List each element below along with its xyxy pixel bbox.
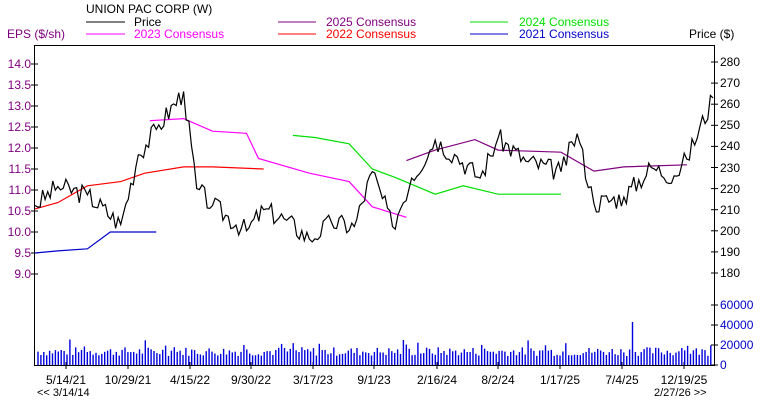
chart-title: UNION PAC CORP (W): [86, 2, 213, 16]
left-axis-label: EPS ($/sh): [7, 27, 66, 41]
x-tick-label: 7/4/25: [605, 373, 639, 387]
price-tick-label: 200: [720, 223, 741, 238]
price-tick-label: 250: [720, 118, 741, 133]
volume-tick-label: 0: [720, 358, 727, 372]
eps-tick-label: 12.0: [7, 141, 31, 155]
eps-tick-label: 9.5: [14, 246, 31, 260]
volume-tick-label: 20000: [720, 338, 754, 352]
price-tick-label: 180: [720, 266, 741, 280]
price-tick-label: 260: [720, 97, 741, 112]
eps-tick-label: 13.0: [7, 99, 31, 113]
price-tick-label: 240: [720, 139, 741, 154]
price-tick-label: 270: [720, 76, 741, 91]
legend-2022: 2022 Consensus: [326, 27, 417, 41]
eps-tick-label: 10.0: [7, 225, 31, 239]
price-tick-label: 230: [720, 160, 741, 175]
volume-bars: [37, 322, 712, 365]
price-tick-label: 210: [720, 202, 741, 217]
legend-2023: 2023 Consensus: [134, 27, 225, 41]
right-axis-label: Price ($): [689, 27, 735, 41]
series-line-price: [34, 91, 714, 243]
price-tick-label: 280: [720, 55, 741, 69]
legend-price: Price: [134, 15, 162, 29]
x-tick-label: 12/19/25: [660, 373, 708, 387]
volume-tick-label: 60000: [720, 298, 754, 312]
eps-tick-label: 11.5: [8, 162, 31, 176]
x-tick-label: 4/15/22: [169, 373, 211, 387]
price-tick-label: 220: [720, 181, 741, 196]
series-line-2024-consensus: [292, 134, 561, 195]
eps-tick-label: 13.5: [7, 78, 31, 92]
price-tick-label: 190: [720, 244, 741, 259]
x-tick-label: 1/17/25: [539, 373, 581, 387]
x-tick-label: 2/16/24: [416, 373, 458, 387]
legend-2021: 2021 Consensus: [519, 27, 610, 41]
eps-tick-label: 12.5: [7, 120, 31, 134]
legend-2024: 2024 Consensus: [519, 15, 610, 29]
x-tick-label: 9/30/22: [230, 373, 272, 387]
eps-tick-label: 9.0: [14, 267, 31, 281]
nav-start-link[interactable]: << 3/14/14: [37, 387, 90, 399]
x-tick-label: 8/2/24: [481, 373, 515, 387]
volume-axis-ticks: [711, 304, 718, 366]
series-line-2021-consensus: [34, 231, 157, 254]
legend-2025: 2025 Consensus: [326, 15, 417, 29]
volume-tick-label: 40000: [720, 318, 754, 332]
eps-tick-label: 11.0: [8, 183, 31, 197]
eps-axis-ticks: [31, 63, 38, 275]
x-tick-label: 9/1/23: [357, 373, 391, 387]
x-tick-label: 5/14/21: [45, 373, 87, 387]
series-line-2022-consensus: [34, 166, 264, 210]
x-tick-label: 10/29/21: [104, 373, 152, 387]
nav-end-link[interactable]: 2/27/26 >>: [654, 387, 707, 399]
x-tick-label: 3/17/23: [292, 373, 334, 387]
eps-tick-label: 14.0: [7, 57, 31, 71]
series-line-2023-consensus: [149, 117, 407, 218]
series-lines: [34, 91, 714, 254]
eps-tick-label: 10.5: [7, 204, 31, 218]
series-line-2025-consensus: [406, 138, 687, 172]
price-axis-ticks: [711, 61, 718, 274]
